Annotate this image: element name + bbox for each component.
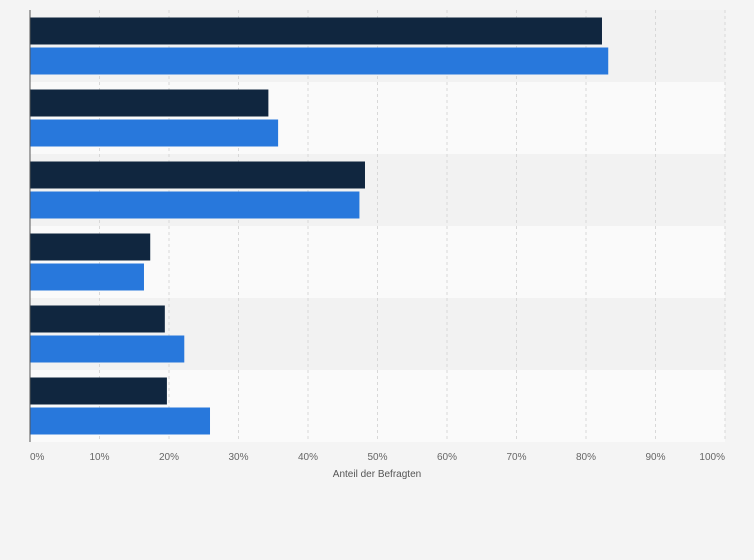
- x-tick-label: 0%: [30, 452, 45, 463]
- bar: [30, 407, 211, 435]
- bar: [30, 161, 365, 189]
- bar: [30, 263, 144, 291]
- bar: [30, 335, 185, 363]
- x-tick-labels: 0% 10% 20% 30% 40% 50% 60% 70% 80% 90% 100%: [30, 452, 725, 463]
- bar: [30, 47, 609, 75]
- x-tick-label: 50%: [367, 452, 387, 463]
- x-tick-label: 70%: [506, 452, 526, 463]
- x-tick-label: 60%: [437, 452, 457, 463]
- bar: [30, 191, 360, 219]
- x-tick-label: 30%: [228, 452, 248, 463]
- bar: [30, 377, 167, 405]
- x-tick-label: 90%: [645, 452, 665, 463]
- bar: [30, 305, 165, 333]
- x-tick-label: 80%: [576, 452, 596, 463]
- bar: [30, 89, 269, 117]
- bar: [30, 119, 279, 147]
- x-tick-label: 10%: [89, 452, 109, 463]
- bar: [30, 17, 602, 45]
- bar: [30, 233, 151, 261]
- x-tick-label: 40%: [298, 452, 318, 463]
- x-tick-label: 100%: [699, 452, 725, 463]
- x-tick-label: 20%: [159, 452, 179, 463]
- gridlines: [99, 10, 726, 442]
- x-axis-title: Anteil der Befragten: [333, 469, 421, 480]
- bars: [30, 17, 609, 435]
